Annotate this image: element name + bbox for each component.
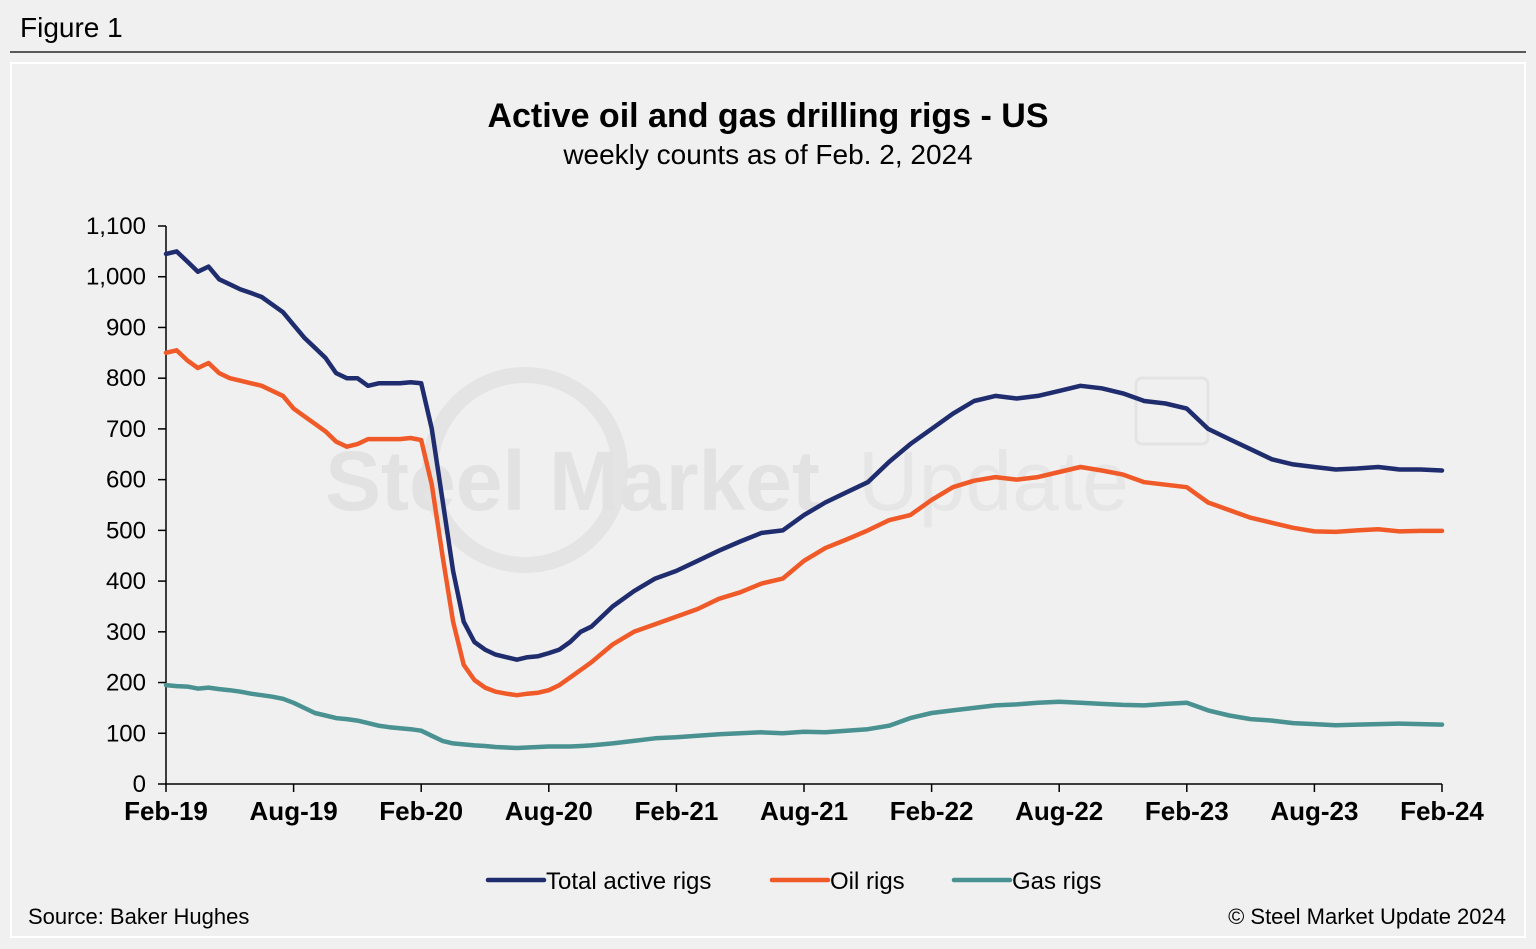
axes: 0 100 200 300 400 500 600 700 800 900 1,000 1,100 Fe… — [86, 213, 1484, 826]
source-note: Source: Baker Hughes — [28, 904, 249, 929]
series-line-oil-rigs — [163, 348, 1445, 698]
x-tick-label: Feb-19 — [124, 796, 208, 826]
y-tick-label: 1,100 — [86, 213, 146, 240]
y-tick-label: 300 — [106, 619, 146, 646]
y-tick-label: 100 — [106, 720, 146, 747]
watermark-light-text: Update — [858, 434, 1129, 528]
legend-item: Oil rigs — [769, 868, 905, 895]
legend-item: Total active rigs — [485, 868, 711, 895]
watermark-bold-text: Steel Market — [325, 434, 820, 528]
chart-title: Active oil and gas drilling rigs - US — [487, 97, 1048, 135]
watermark-logo-box — [1134, 376, 1210, 446]
legend-item: Gas rigs — [951, 868, 1101, 895]
x-tick-label: Aug-20 — [505, 796, 593, 826]
legend-label: Total active rigs — [546, 868, 711, 895]
x-tick-label: Aug-22 — [1015, 796, 1103, 826]
figure-header: Figure 1 — [0, 0, 1536, 53]
legend-label: Gas rigs — [1012, 868, 1101, 895]
series-layer — [163, 249, 1445, 751]
x-tick-label: Aug-21 — [760, 796, 848, 826]
y-tick-label: 0 — [133, 771, 146, 798]
series-line-gas-rigs — [163, 682, 1445, 751]
y-tick-label: 200 — [106, 670, 146, 697]
x-tick-label: Feb-21 — [634, 796, 718, 826]
header-divider — [10, 51, 1526, 53]
copyright-note: © Steel Market Update 2024 — [1228, 904, 1506, 929]
x-tick-label: Feb-24 — [1400, 796, 1484, 826]
y-tick-label: 500 — [106, 517, 146, 544]
y-tick-label: 1,000 — [86, 264, 146, 291]
y-tick-label: 800 — [106, 365, 146, 392]
y-tick-label: 600 — [106, 467, 146, 494]
x-tick-label: Feb-22 — [890, 796, 974, 826]
figure-label: Figure 1 — [20, 12, 123, 43]
x-tick-label: Aug-19 — [250, 796, 338, 826]
y-tick-label: 700 — [106, 416, 146, 443]
x-tick-label: Feb-23 — [1145, 796, 1229, 826]
watermark: Steel Market Update — [325, 367, 1210, 573]
x-tick-label: Feb-20 — [379, 796, 463, 826]
series-line-total-active-rigs — [163, 249, 1445, 662]
x-tick-label: Aug-23 — [1270, 796, 1358, 826]
chart-panel — [10, 62, 1526, 938]
y-tick-label: 900 — [106, 314, 146, 341]
y-tick-label: 400 — [106, 568, 146, 595]
legend: Total active rigs Oil rigs Gas rigs — [485, 868, 1101, 895]
legend-label: Oil rigs — [830, 868, 905, 895]
chart-subtitle: weekly counts as of Feb. 2, 2024 — [562, 139, 972, 170]
